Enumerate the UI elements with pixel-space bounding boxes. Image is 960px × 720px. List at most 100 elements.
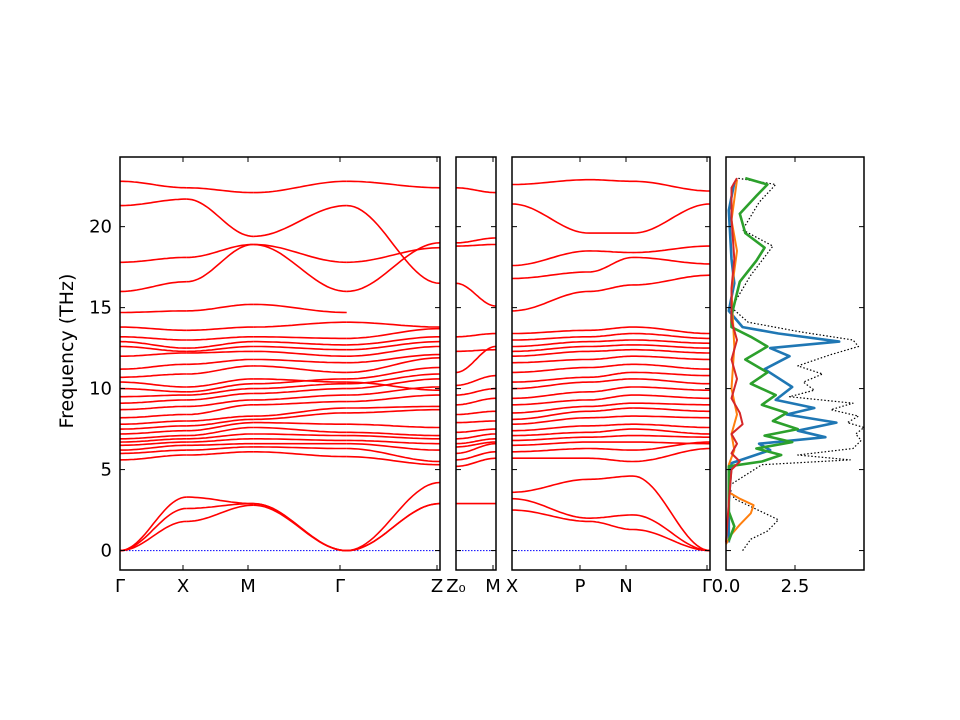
phonon-band-line (186, 496, 254, 505)
phonon-band-line (512, 178, 589, 186)
phonon-band-line (456, 332, 497, 338)
high-symmetry-label: Z₀ (446, 576, 466, 597)
phonon-band-line (186, 378, 254, 388)
phonon-band-line (186, 421, 254, 432)
phonon-band-line (253, 421, 347, 426)
phonon-band-line (512, 340, 590, 348)
phonon-band-line (346, 345, 440, 358)
phonon-band-line (186, 382, 254, 393)
phonon-band-line (120, 256, 187, 264)
phonon-band-line (589, 378, 633, 383)
phonon-band-line (186, 198, 254, 238)
phonon-band-line (253, 502, 347, 552)
phonon-band-line (346, 394, 440, 403)
total-dos-line (728, 177, 865, 551)
high-symmetry-label: P (575, 576, 586, 597)
phonon-band-line (253, 387, 347, 395)
high-symmetry-label: Z (431, 576, 443, 597)
phonon-band-line (346, 405, 440, 409)
band-panel-z0-m: Z₀ M (446, 156, 501, 597)
phonon-band-line (633, 415, 711, 419)
phonon-band-line (346, 455, 440, 466)
phonon-band-line (633, 339, 711, 345)
phonon-band-line (346, 434, 440, 440)
phonon-band-line (632, 245, 710, 254)
phonon-band-line (253, 350, 347, 358)
phonon-band-line (186, 433, 254, 440)
phonon-band-line (186, 335, 254, 341)
phonon-band-line (120, 310, 187, 314)
phonon-band-line (633, 428, 711, 435)
phonon-band-line (512, 250, 590, 267)
phonon-band-line (186, 340, 254, 349)
phonon-band-line (589, 407, 634, 413)
y-axis-label: Frequency (THz) (56, 274, 78, 429)
phonon-band-line (120, 425, 187, 430)
phonon-band-line (120, 198, 187, 207)
phonon-band-line (588, 348, 633, 353)
phonon-band-line (186, 415, 254, 422)
phonon-band-line (253, 204, 347, 238)
phonon-band-line (633, 256, 710, 265)
phonon-band-line (120, 373, 187, 379)
y-tick-label: 10 (89, 379, 112, 400)
phonon-band-line (455, 374, 497, 387)
phonon-band-line (588, 256, 634, 273)
phonon-band-line (186, 450, 254, 456)
phonon-band-line (186, 345, 254, 353)
phonon-band-line (589, 284, 634, 293)
phonon-band-line (512, 405, 589, 414)
phonon-band-line (186, 392, 254, 401)
phonon-band-line (119, 437, 187, 443)
phonon-band-line (346, 386, 440, 396)
phonon-band-line (346, 423, 440, 429)
phonon-band-line (120, 441, 187, 447)
phonon-band-line (120, 180, 187, 189)
y-tick-label: 20 (89, 217, 112, 238)
phonon-band-line (253, 335, 347, 340)
phonon-band-line (589, 434, 633, 439)
phonon-band-line (346, 180, 441, 189)
phonon-band-line (119, 496, 187, 552)
phonon-band-line (346, 431, 440, 437)
phonon-band-line (511, 478, 590, 494)
phonon-band-line (120, 381, 187, 388)
phonon-band-line (253, 426, 347, 434)
phonon-band-line (186, 437, 254, 443)
phonon-band-line (253, 345, 347, 351)
phonon-band-line (456, 433, 496, 440)
phonon-band-line (632, 514, 711, 552)
phonon-band-line (512, 366, 590, 374)
phonon-band-line (589, 475, 633, 481)
partial-dos-line (725, 177, 744, 543)
high-symmetry-label: Γ (335, 576, 345, 597)
phonon-band-line (633, 274, 711, 286)
phonon-band-line (588, 355, 633, 361)
phonon-band-line (119, 507, 187, 552)
phonon-band-line (346, 481, 441, 552)
phonon-band-line (512, 425, 589, 432)
phonon-band-line (456, 243, 496, 247)
high-symmetry-label: N (619, 576, 632, 597)
phonon-band-line (589, 326, 633, 332)
phonon-band-line (120, 335, 187, 341)
phonon-band-line (633, 394, 710, 400)
phonon-band-line (633, 441, 710, 445)
phonon-band-line (512, 399, 590, 406)
phonon-band-line (511, 203, 590, 234)
phonon-band-line (119, 405, 187, 411)
phonon-band-line (253, 394, 347, 401)
phonon-band-line (346, 442, 440, 451)
phonon-band-line (346, 439, 440, 445)
phonon-band-line (511, 497, 590, 519)
phonon-band-line (589, 447, 633, 451)
phonon-band-line (588, 371, 633, 379)
phonon-band-line (633, 423, 710, 429)
phonon-band-line (632, 332, 710, 340)
band-panel-frame (511, 156, 711, 571)
phonon-band-line (456, 237, 496, 244)
phonon-band-line (512, 358, 589, 364)
phonon-band-line (120, 399, 187, 405)
